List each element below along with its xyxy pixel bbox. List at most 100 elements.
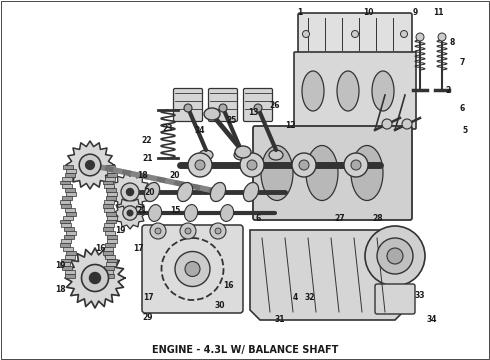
- Bar: [60, 262, 70, 266]
- Ellipse shape: [234, 150, 248, 160]
- FancyBboxPatch shape: [253, 126, 412, 220]
- Ellipse shape: [199, 150, 213, 160]
- Ellipse shape: [235, 146, 251, 158]
- Bar: [104, 274, 114, 278]
- Bar: [103, 204, 113, 208]
- Circle shape: [79, 154, 101, 176]
- Bar: [106, 212, 116, 216]
- Text: 26: 26: [270, 100, 280, 109]
- Bar: [106, 188, 116, 192]
- Bar: [107, 235, 117, 239]
- Circle shape: [382, 119, 392, 129]
- Bar: [107, 258, 117, 262]
- Text: 19: 19: [115, 225, 125, 234]
- Bar: [106, 220, 116, 224]
- Text: 4: 4: [293, 293, 297, 302]
- Bar: [65, 255, 75, 258]
- Bar: [63, 216, 74, 220]
- Text: 20: 20: [145, 188, 155, 197]
- Text: 32: 32: [305, 293, 315, 302]
- Bar: [103, 270, 113, 274]
- Circle shape: [180, 223, 196, 239]
- Bar: [105, 243, 115, 247]
- Text: 21: 21: [143, 153, 153, 162]
- Circle shape: [344, 153, 368, 177]
- Bar: [66, 192, 75, 196]
- Bar: [65, 188, 75, 192]
- Bar: [66, 251, 76, 255]
- Ellipse shape: [220, 204, 234, 221]
- Text: 29: 29: [143, 314, 153, 323]
- Bar: [66, 212, 76, 216]
- Text: ENGINE - 4.3L W/ BALANCE SHAFT: ENGINE - 4.3L W/ BALANCE SHAFT: [152, 345, 338, 355]
- Ellipse shape: [204, 108, 220, 120]
- Circle shape: [90, 273, 100, 283]
- Bar: [63, 247, 73, 251]
- Text: 30: 30: [215, 301, 225, 310]
- Bar: [105, 255, 115, 258]
- Bar: [65, 173, 75, 177]
- Circle shape: [247, 160, 257, 170]
- Bar: [66, 231, 76, 235]
- Bar: [103, 224, 114, 228]
- Circle shape: [210, 223, 226, 239]
- Circle shape: [185, 228, 191, 234]
- Text: 16: 16: [95, 243, 105, 252]
- Bar: [61, 204, 72, 208]
- Text: 18: 18: [55, 285, 65, 294]
- Circle shape: [195, 160, 205, 170]
- Text: 34: 34: [427, 315, 437, 324]
- Circle shape: [127, 210, 133, 216]
- Bar: [104, 266, 114, 270]
- FancyBboxPatch shape: [142, 225, 243, 313]
- Circle shape: [121, 183, 139, 201]
- Bar: [107, 192, 117, 196]
- Text: 9: 9: [413, 8, 417, 17]
- Circle shape: [219, 104, 227, 112]
- Ellipse shape: [175, 252, 210, 287]
- Circle shape: [155, 228, 161, 234]
- Bar: [103, 184, 114, 188]
- Text: 20: 20: [170, 171, 180, 180]
- Text: 11: 11: [433, 8, 443, 17]
- Text: 17: 17: [143, 293, 153, 302]
- Circle shape: [299, 160, 309, 170]
- Bar: [63, 196, 73, 200]
- Bar: [106, 196, 116, 200]
- Text: 33: 33: [415, 291, 425, 300]
- Text: 24: 24: [195, 126, 205, 135]
- Bar: [107, 169, 117, 173]
- Text: 28: 28: [373, 213, 383, 222]
- Text: 1: 1: [297, 8, 303, 17]
- Bar: [105, 165, 115, 169]
- Text: 7: 7: [459, 58, 465, 67]
- Circle shape: [351, 160, 361, 170]
- Text: 31: 31: [275, 315, 285, 324]
- Ellipse shape: [351, 145, 383, 201]
- Text: 8: 8: [449, 37, 455, 46]
- Bar: [105, 231, 115, 235]
- Bar: [60, 200, 70, 204]
- Ellipse shape: [302, 71, 324, 111]
- Ellipse shape: [372, 71, 394, 111]
- Polygon shape: [110, 172, 150, 211]
- Polygon shape: [114, 197, 146, 229]
- Ellipse shape: [185, 261, 200, 276]
- FancyBboxPatch shape: [244, 89, 272, 122]
- Circle shape: [416, 33, 424, 41]
- Circle shape: [240, 153, 264, 177]
- Circle shape: [292, 153, 316, 177]
- Circle shape: [400, 31, 408, 37]
- Bar: [65, 208, 75, 212]
- Text: 18: 18: [137, 171, 147, 180]
- Bar: [105, 177, 115, 181]
- Text: 5: 5: [463, 126, 467, 135]
- Bar: [106, 262, 117, 266]
- Polygon shape: [65, 248, 125, 308]
- Bar: [64, 228, 74, 231]
- Bar: [107, 216, 117, 220]
- Bar: [63, 165, 73, 169]
- Ellipse shape: [177, 183, 193, 202]
- Text: 2: 2: [445, 86, 451, 95]
- Bar: [62, 184, 72, 188]
